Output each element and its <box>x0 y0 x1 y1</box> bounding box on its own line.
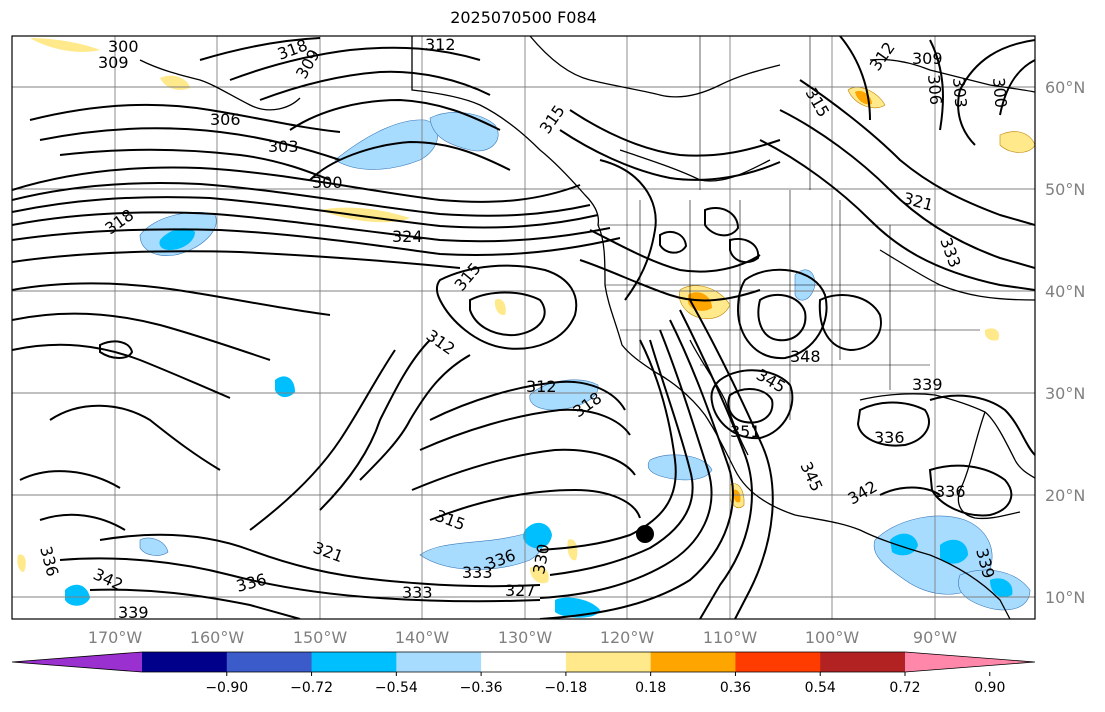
colorbar-segment <box>226 652 313 672</box>
storm-center-dot <box>636 525 654 543</box>
colorbar-segment <box>650 652 736 672</box>
latitude-labels: 60°N 50°N 40°N 30°N 20°N 10°N <box>1045 78 1085 607</box>
colorbar-segment <box>396 652 482 672</box>
lon-label: 90°W <box>913 628 957 647</box>
contours <box>12 36 1035 619</box>
colorbar-segment <box>481 652 567 672</box>
colorbar-tick-label: −0.18 <box>544 680 587 696</box>
contour-label: 324 <box>392 227 423 246</box>
colorbar-outline <box>11 651 1036 673</box>
lat-label: 60°N <box>1045 78 1085 97</box>
contour-label: 303 <box>949 77 971 109</box>
contour-label: 339 <box>118 603 149 622</box>
shaded-fields <box>17 38 1035 618</box>
lat-label: 50°N <box>1045 180 1085 199</box>
contour-label: 336 <box>935 482 966 501</box>
shade-yellow <box>17 554 26 572</box>
contour-label: 333 <box>462 563 493 582</box>
contour-label: 327 <box>505 581 536 600</box>
shade-blue <box>647 454 713 481</box>
longitude-labels: 170°W 160°W 150°W 140°W 130°W 120°W 110°… <box>88 628 957 647</box>
colorbar-segment <box>565 652 652 672</box>
lon-label: 110°W <box>703 628 758 647</box>
lat-label: 40°N <box>1045 282 1085 301</box>
shade-deepblue <box>159 228 195 250</box>
shade-yellow <box>530 565 549 584</box>
colorbar-tick-label: −0.54 <box>375 680 418 696</box>
contour-label: 309 <box>98 53 129 72</box>
lon-label: 150°W <box>293 628 348 647</box>
contour-label: 336 <box>874 428 905 447</box>
shade-yellow <box>567 539 578 561</box>
shade-blue <box>523 522 552 549</box>
state-borders <box>598 36 1035 420</box>
map-area <box>12 36 1035 619</box>
colorbar-segment <box>142 652 228 672</box>
contour-label: 300 <box>108 37 139 56</box>
colorbar-tick-label: −0.36 <box>460 680 503 696</box>
colorbar-tick-label: 0.72 <box>889 680 920 696</box>
lat-label: 20°N <box>1045 486 1085 505</box>
shade-blue <box>139 537 169 556</box>
contour-label: 339 <box>912 375 943 394</box>
lon-label: 120°W <box>600 628 655 647</box>
map-title: 2025070500 F084 <box>450 8 597 27</box>
graticule <box>12 36 1035 619</box>
lon-label: 100°W <box>805 628 860 647</box>
contour-label: 333 <box>402 583 433 602</box>
shade-blue <box>555 597 600 618</box>
lon-label: 130°W <box>498 628 553 647</box>
lon-label: 160°W <box>190 628 245 647</box>
contour-label: 300 <box>312 173 343 192</box>
shade-yellow <box>984 328 1000 341</box>
contour-label: 306 <box>924 74 946 106</box>
lon-label: 140°W <box>395 628 450 647</box>
colorbar-segment <box>820 652 906 672</box>
colorbar: −0.90 −0.72 −0.54 −0.36 −0.18 0.18 0.36 0.54 0.7… <box>11 651 1036 696</box>
lat-label: 30°N <box>1045 384 1085 403</box>
shade-blue <box>940 539 968 564</box>
colorbar-tick-label: 0.54 <box>805 680 836 696</box>
colorbar-tick-label: 0.18 <box>635 680 666 696</box>
lat-label: 10°N <box>1045 588 1085 607</box>
contour-label: 351 <box>730 422 761 441</box>
contour-label: 312 <box>526 377 557 396</box>
shade-yellow <box>30 38 100 52</box>
contour-label: 309 <box>912 49 943 68</box>
colorbar-segment <box>311 652 397 672</box>
contour-label: 306 <box>210 110 241 129</box>
colorbar-tick-label: −0.90 <box>205 680 248 696</box>
shade-yellow <box>494 299 506 316</box>
contour-label: 303 <box>268 137 299 156</box>
shade-orange <box>733 489 741 503</box>
colorbar-tick-label: −0.72 <box>290 680 333 696</box>
colorbar-segment <box>735 652 821 672</box>
contour-label: 300 <box>989 77 1011 109</box>
shade-blue <box>275 376 295 398</box>
colorbar-extend-max <box>905 652 1035 672</box>
map-frame <box>11 35 1036 620</box>
colorbar-extend-min <box>12 652 142 672</box>
colorbar-tick-label: 0.90 <box>974 680 1005 696</box>
coastlines <box>139 36 1035 619</box>
shade-blue <box>990 578 1013 598</box>
lon-label: 170°W <box>88 628 143 647</box>
shade-yellow <box>160 75 190 90</box>
shade-blue <box>65 584 90 606</box>
contour-label: 312 <box>425 35 456 54</box>
colorbar-tick-label: 0.36 <box>720 680 751 696</box>
contour-label: 348 <box>790 347 821 366</box>
